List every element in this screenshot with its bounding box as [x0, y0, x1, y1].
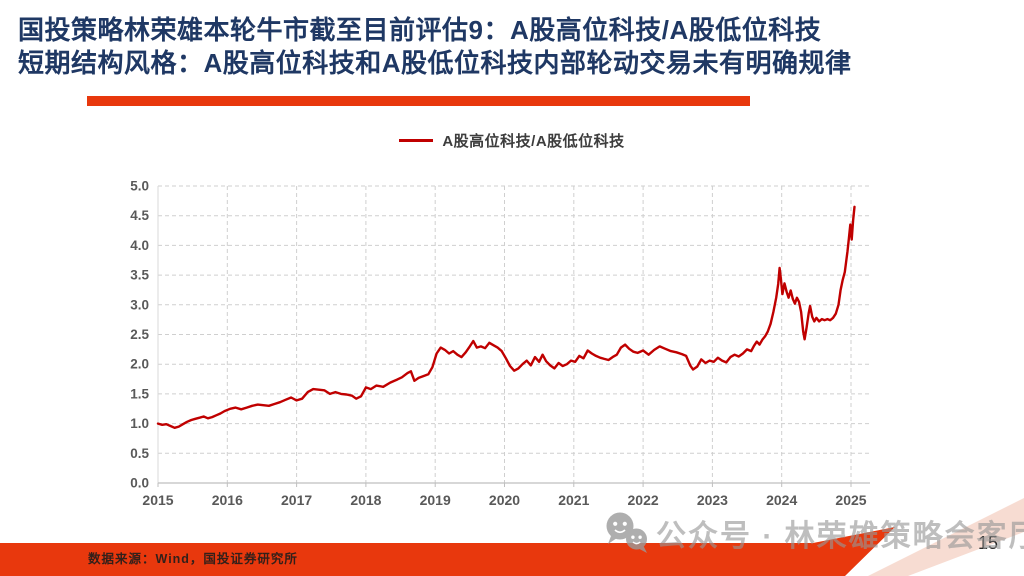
data-source-note: 数据来源：Wind，国投证券研究所 — [88, 552, 298, 566]
title-line-1: 国投策略林荣雄本轮牛市截至目前评估9：A股高位科技/A股低位科技 — [18, 15, 822, 45]
x-axis-tick-label: 2025 — [835, 492, 866, 508]
x-axis-tick-label: 2015 — [142, 492, 173, 508]
series-line — [156, 205, 856, 429]
title-line-2: 短期结构风格：A股高位科技和A股低位科技内部轮动交易未有明确规律 — [18, 48, 852, 78]
y-axis-tick-label: 2.5 — [130, 327, 149, 342]
chart-legend: A股高位科技/A股低位科技 — [0, 130, 1024, 151]
y-axis-tick-label: 5.0 — [130, 179, 149, 194]
x-axis-tick-label: 2018 — [350, 492, 381, 508]
y-axis-tick-label: 2.0 — [130, 357, 149, 372]
y-axis-tick-label: 3.5 — [130, 268, 149, 283]
watermark: 公众号 · 林荣雄策略会客厅 — [604, 510, 1024, 556]
page-title: 国投策略林荣雄本轮牛市截至目前评估9：A股高位科技/A股低位科技 短期结构风格：… — [18, 14, 1018, 80]
title-accent-bar — [87, 96, 750, 106]
y-axis-tick-label: 1.0 — [130, 416, 149, 431]
watermark-text: 公众号 · 林荣雄策略会客厅 — [656, 520, 1024, 553]
x-axis-tick-label: 2019 — [420, 492, 451, 508]
x-axis-tick-label: 2023 — [697, 492, 728, 508]
x-axis-tick-label: 2016 — [212, 492, 243, 508]
x-axis-tick-label: 2024 — [766, 492, 797, 508]
page-number: 15 — [978, 533, 999, 553]
wechat-icon — [606, 512, 647, 553]
x-axis-tick-label: 2022 — [628, 492, 659, 508]
y-axis-tick-label: 3.0 — [130, 297, 149, 312]
x-axis-tick-label: 2021 — [558, 492, 589, 508]
legend-line-swatch — [399, 139, 434, 142]
y-axis-tick-label: 0.0 — [130, 476, 149, 491]
y-axis-tick-label: 4.5 — [130, 208, 149, 223]
y-axis-tick-label: 1.5 — [130, 386, 149, 401]
x-axis-tick-label: 2020 — [489, 492, 520, 508]
y-axis-tick-label: 4.0 — [130, 238, 149, 253]
x-axis-tick-label: 2017 — [281, 492, 312, 508]
legend-label: A股高位科技/A股低位科技 — [442, 133, 625, 150]
y-axis-tick-label: 0.5 — [130, 446, 149, 461]
